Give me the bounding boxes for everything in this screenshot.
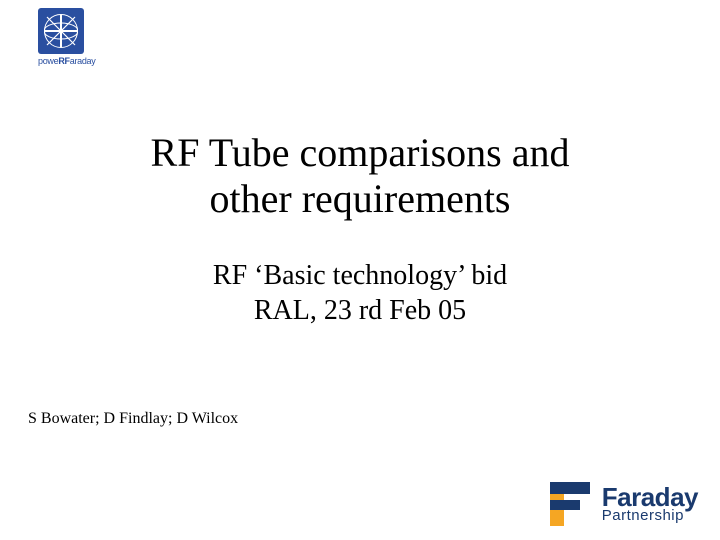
powerfaraday-logo: poweRFaraday: [38, 8, 108, 66]
logo-text-pre: powe: [38, 56, 58, 66]
logo-globe-icon: [38, 8, 84, 54]
authors-text: S Bowater; D Findlay; D Wilcox: [28, 410, 238, 428]
faraday-sub: Partnership: [602, 509, 698, 523]
slide-title: RF Tube comparisons and other requiremen…: [0, 130, 720, 222]
logo-globe-lines-icon: [44, 14, 78, 48]
title-line-2: other requirements: [0, 176, 720, 222]
logo-text-post: araday: [70, 56, 96, 66]
faraday-partnership-logo: Faraday Partnership: [550, 482, 698, 526]
faraday-text: Faraday Partnership: [602, 485, 698, 524]
slide-subtitle: RF ‘Basic technology’ bid RAL, 23 rd Feb…: [0, 258, 720, 328]
subtitle-line-2: RAL, 23 rd Feb 05: [0, 293, 720, 328]
title-line-1: RF Tube comparisons and: [0, 130, 720, 176]
subtitle-line-1: RF ‘Basic technology’ bid: [0, 258, 720, 293]
faraday-f-icon: [550, 482, 594, 526]
logo-top-text: poweRFaraday: [38, 56, 108, 66]
logo-text-bold: RF: [58, 56, 69, 66]
faraday-main: Faraday: [602, 485, 698, 510]
